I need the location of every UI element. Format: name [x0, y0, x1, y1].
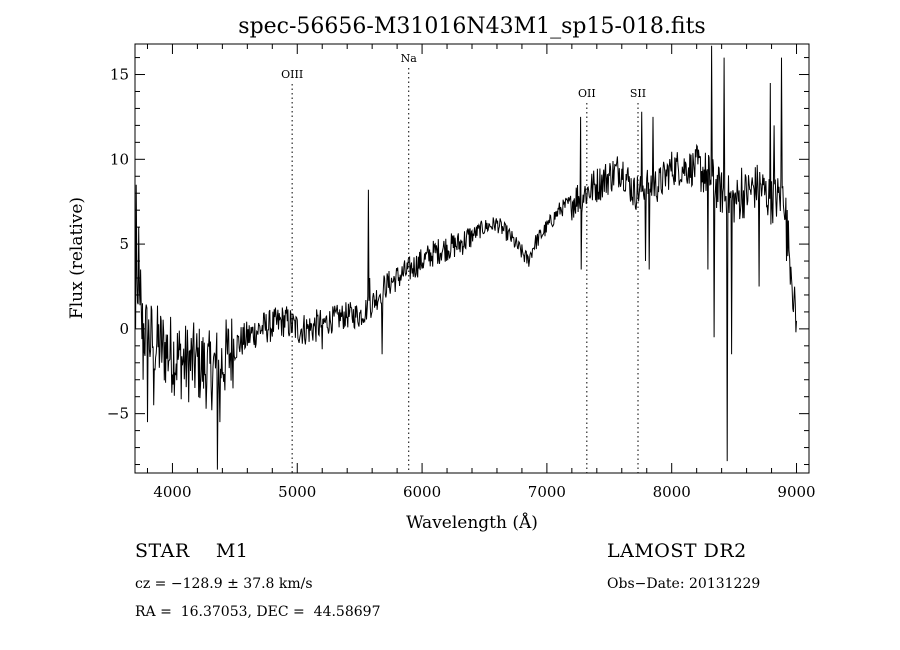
x-axis-label: Wavelength (Å)	[406, 512, 538, 533]
y-tick-label: 10	[110, 150, 129, 168]
line-label-na: Na	[401, 52, 418, 65]
x-tick-label: 7000	[528, 483, 566, 501]
coordinates-label: RA = 16.37053, DEC = 44.58697	[135, 604, 381, 620]
line-label-sii: SII	[630, 87, 646, 100]
survey-label: LAMOST DR2	[607, 540, 747, 562]
x-tick-label: 4000	[153, 483, 191, 501]
x-tick-label: 6000	[403, 483, 441, 501]
x-tick-label: 8000	[653, 483, 691, 501]
redshift-label: cz = −128.9 ± 37.8 km/s	[135, 576, 313, 592]
plot-area: 4000 5000 6000 7000 8000 9000 −5 0 5 10 15 OIII Na OI…	[107, 44, 816, 501]
chart-title: spec-56656-M31016N43M1_sp15-018.fits	[238, 14, 705, 39]
y-tick-label: −5	[107, 405, 129, 423]
line-label-oii: OII	[578, 87, 596, 100]
x-tick-label: 9000	[777, 483, 815, 501]
plot-frame	[134, 43, 810, 474]
y-axis-label: Flux (relative)	[67, 197, 87, 319]
spectrum-series	[135, 45, 797, 470]
y-tick-label: 5	[119, 235, 129, 253]
line-label-oiii: OIII	[281, 68, 303, 81]
object-class: STAR M1	[135, 540, 249, 562]
y-tick-label: 0	[119, 320, 129, 338]
x-tick-label: 5000	[278, 483, 316, 501]
y-tick-label: 15	[110, 66, 129, 84]
obs-date-label: Obs−Date: 20131229	[607, 576, 761, 592]
